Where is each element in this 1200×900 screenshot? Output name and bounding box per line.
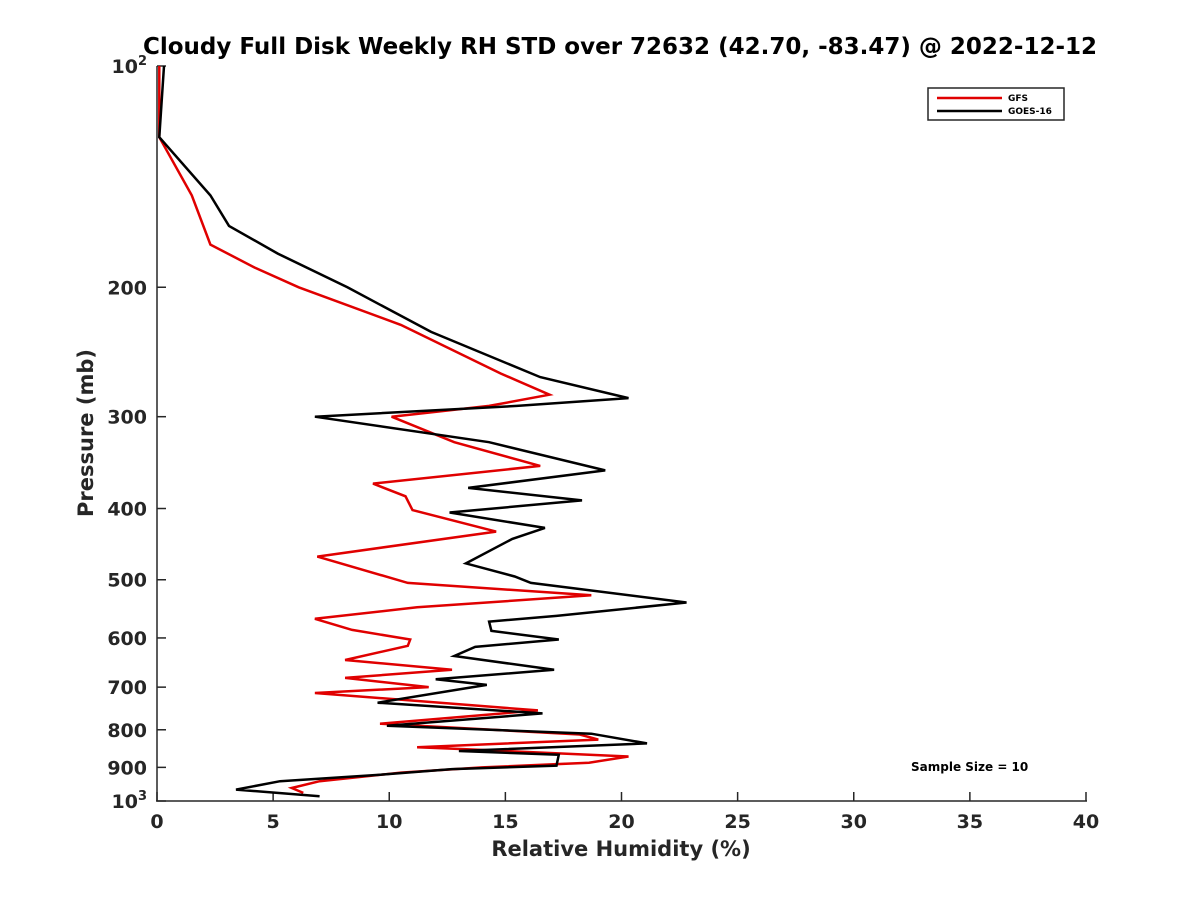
legend-label-goes16: GOES-16 xyxy=(1008,107,1052,117)
y-tick-label: 600 xyxy=(107,628,147,650)
y-axis-label: Pressure (mb) xyxy=(74,349,98,517)
y-tick-label: 500 xyxy=(107,570,147,592)
sample-size-annotation: Sample Size = 10 xyxy=(911,760,1028,774)
legend-label-gfs: GFS xyxy=(1008,94,1028,104)
x-tick-label: 0 xyxy=(150,811,163,833)
x-ticks: 0 5 10 15 20 25 30 35 40 xyxy=(150,792,1099,833)
x-tick-label: 25 xyxy=(724,811,750,833)
plot-axes xyxy=(156,66,1087,802)
y-tick-label: 300 xyxy=(107,407,147,429)
y-tick-label: 700 xyxy=(107,677,147,699)
y-tick-label: 900 xyxy=(107,757,147,779)
y-tick-label: 200 xyxy=(107,277,147,299)
x-axis-label: Relative Humidity (%) xyxy=(491,837,750,861)
x-tick-label: 35 xyxy=(957,811,983,833)
x-tick-label: 5 xyxy=(267,811,280,833)
y-tick-label: 103 xyxy=(112,789,148,813)
legend-box xyxy=(927,87,1065,121)
chart-title: Cloudy Full Disk Weekly RH STD over 7263… xyxy=(143,34,1097,60)
series-lines xyxy=(158,65,687,798)
series-line-goes16 xyxy=(158,65,687,798)
x-tick-label: 20 xyxy=(608,811,634,833)
x-tick-label: 30 xyxy=(841,811,867,833)
y-tick-label: 102 xyxy=(112,54,148,78)
x-tick-label: 40 xyxy=(1073,811,1099,833)
y-tick-label: 800 xyxy=(107,720,147,742)
x-tick-label: 10 xyxy=(376,811,402,833)
series-line-gfs xyxy=(158,66,629,795)
legend: GFS GOES-16 xyxy=(927,87,1065,121)
y-tick-label: 400 xyxy=(107,499,147,521)
x-tick-label: 15 xyxy=(492,811,518,833)
y-ticks: 102 200 300 400 500 600 700 800 900 103 xyxy=(107,54,166,813)
